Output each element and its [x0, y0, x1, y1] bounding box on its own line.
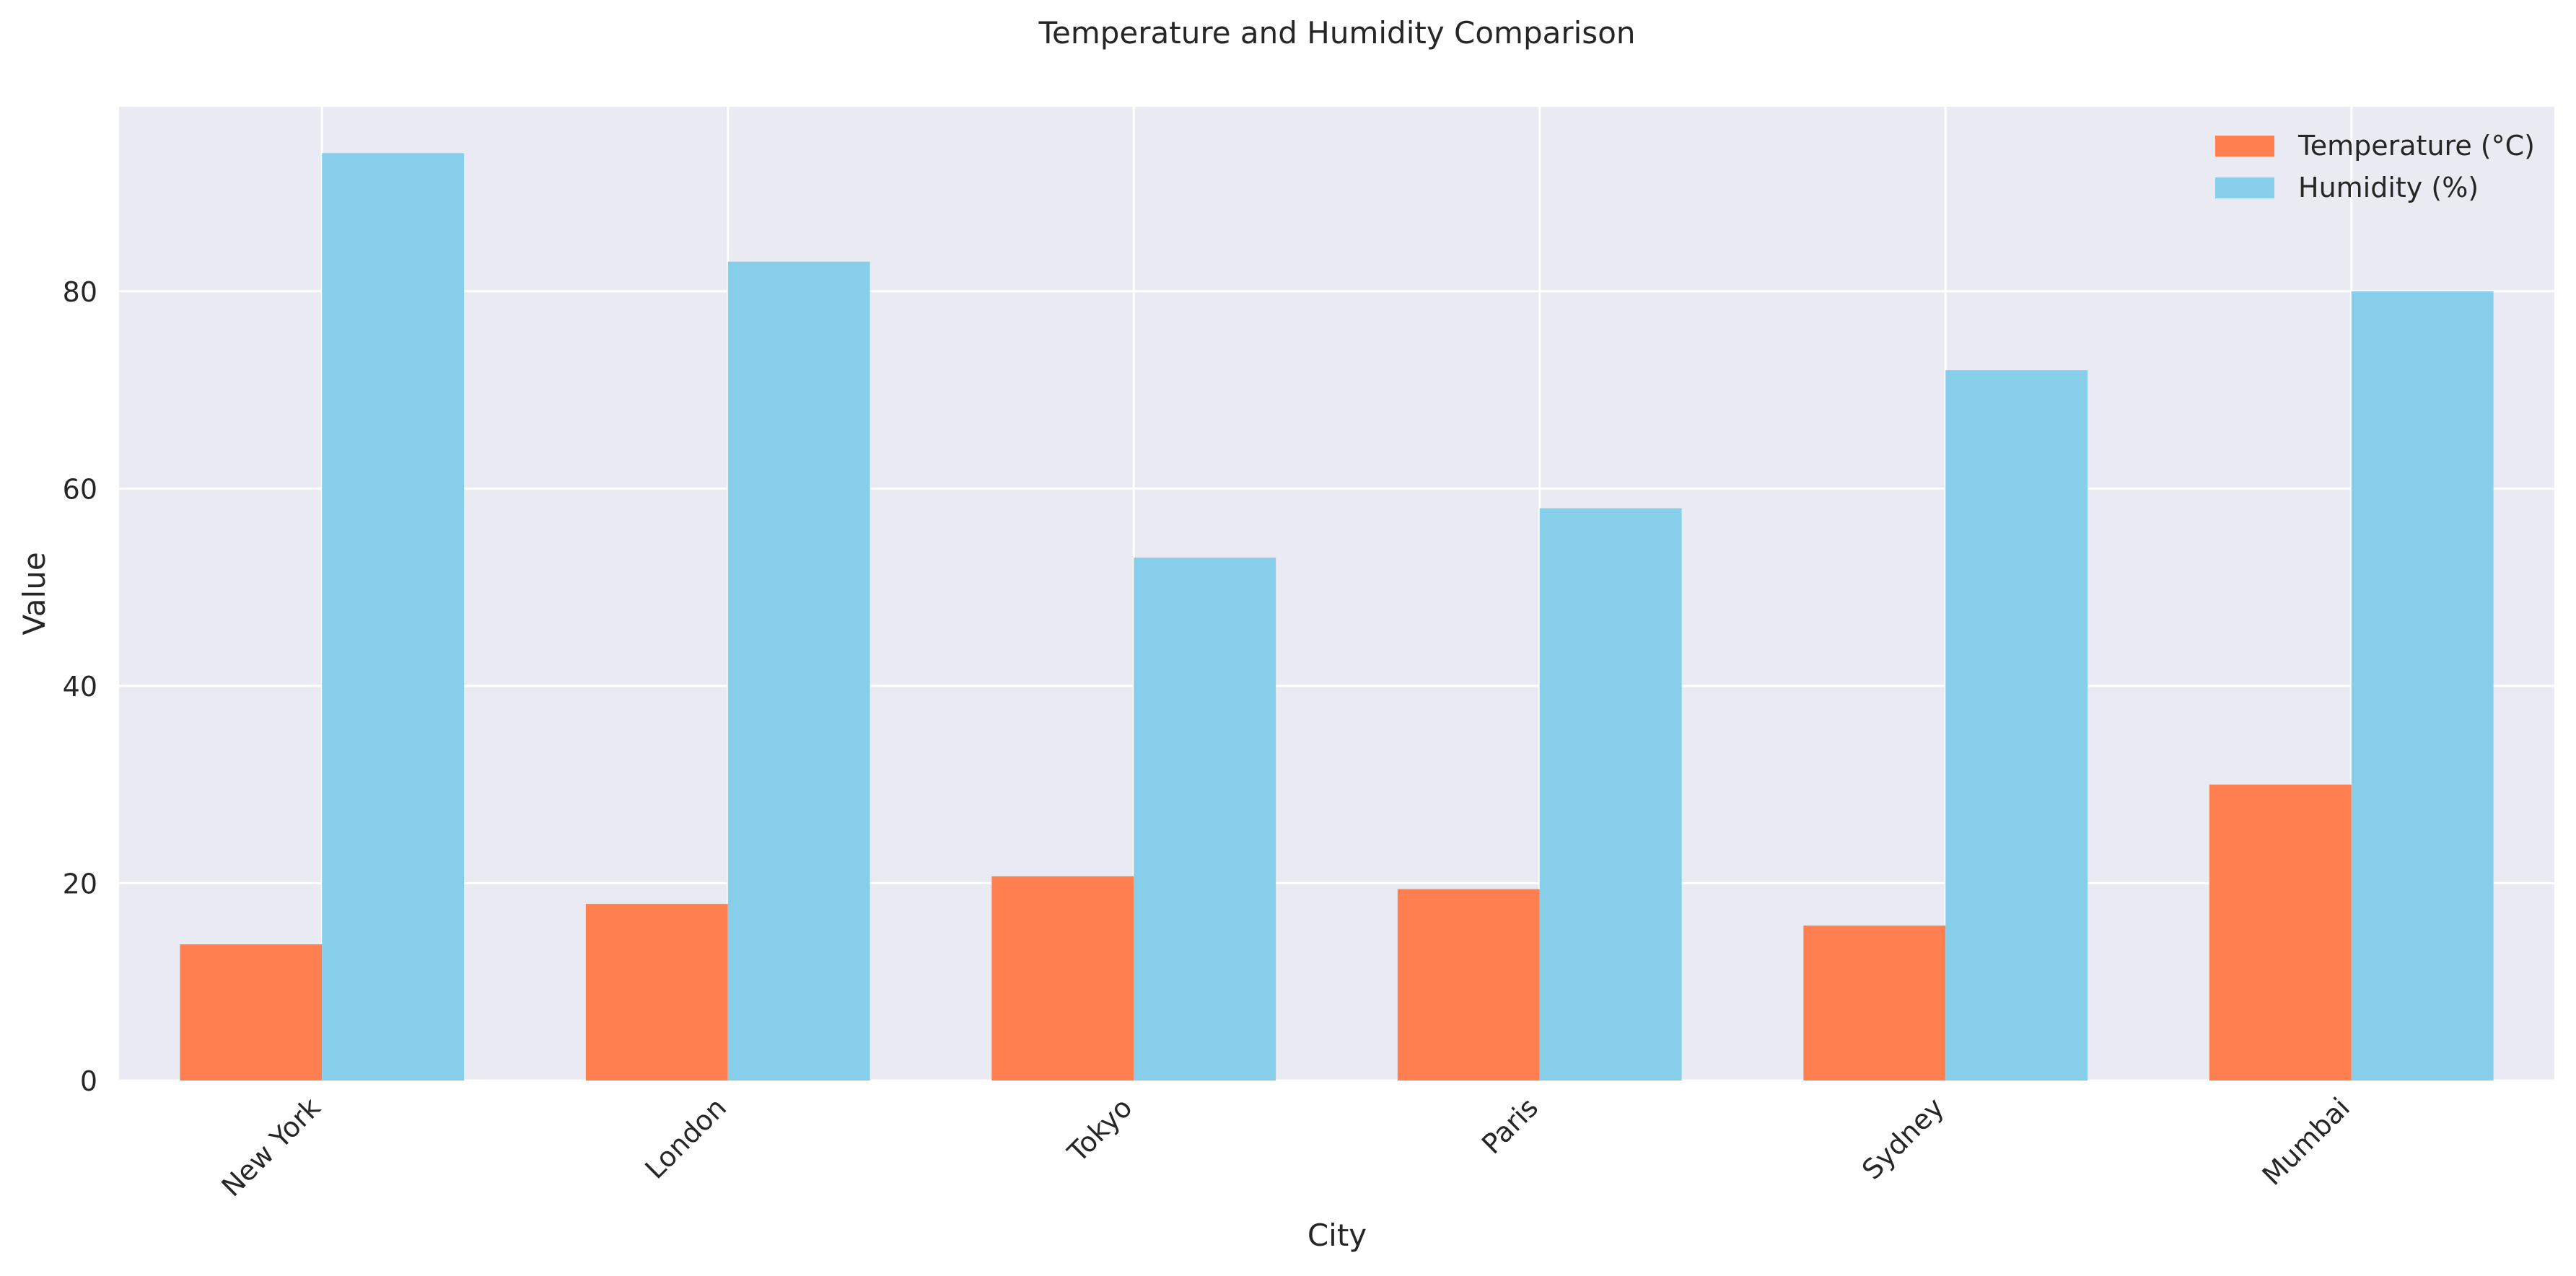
y-tick-label: 60: [63, 473, 97, 505]
bar: [727, 261, 870, 1081]
y-tick-labels: 0 20 40 60 80: [63, 276, 97, 1097]
x-axis-label: City: [1307, 1218, 1367, 1253]
plot-area: [119, 107, 2554, 1081]
y-axis-label: Value: [17, 552, 52, 635]
legend-swatch: [2215, 136, 2274, 157]
bar: [322, 153, 465, 1081]
y-tick-label: 20: [63, 868, 97, 899]
y-tick-label: 80: [63, 276, 97, 308]
x-tick-label: Paris: [1476, 1091, 1544, 1160]
bar: [180, 944, 323, 1081]
bar: [1803, 925, 1946, 1081]
bar: [2351, 291, 2494, 1081]
legend-swatch: [2215, 177, 2274, 198]
x-tick-label: London: [639, 1091, 733, 1185]
legend-label: Humidity (%): [2298, 172, 2479, 203]
bars-group: [180, 153, 2494, 1081]
bar: [991, 876, 1134, 1081]
bar: [2209, 784, 2352, 1081]
x-tick-label: Mumbai: [2256, 1091, 2356, 1191]
x-tick-label: Tokyo: [1061, 1091, 1139, 1169]
bar: [1134, 558, 1276, 1081]
chart-title: Temperature and Humidity Comparison: [1038, 15, 1635, 50]
bar: [1397, 889, 1540, 1081]
x-tick-labels: New York London Tokyo Paris Sydney Mumbai: [215, 1091, 2356, 1202]
legend: Temperature (°C) Humidity (%): [2215, 130, 2535, 203]
x-tick-label: Sydney: [1856, 1091, 1950, 1186]
bar: [585, 904, 728, 1081]
y-tick-label: 40: [63, 671, 97, 703]
bar: [1539, 508, 1682, 1081]
legend-label: Temperature (°C): [2297, 130, 2535, 162]
bar: [1945, 370, 2088, 1081]
x-tick-label: New York: [215, 1091, 326, 1202]
y-tick-label: 0: [80, 1065, 97, 1097]
